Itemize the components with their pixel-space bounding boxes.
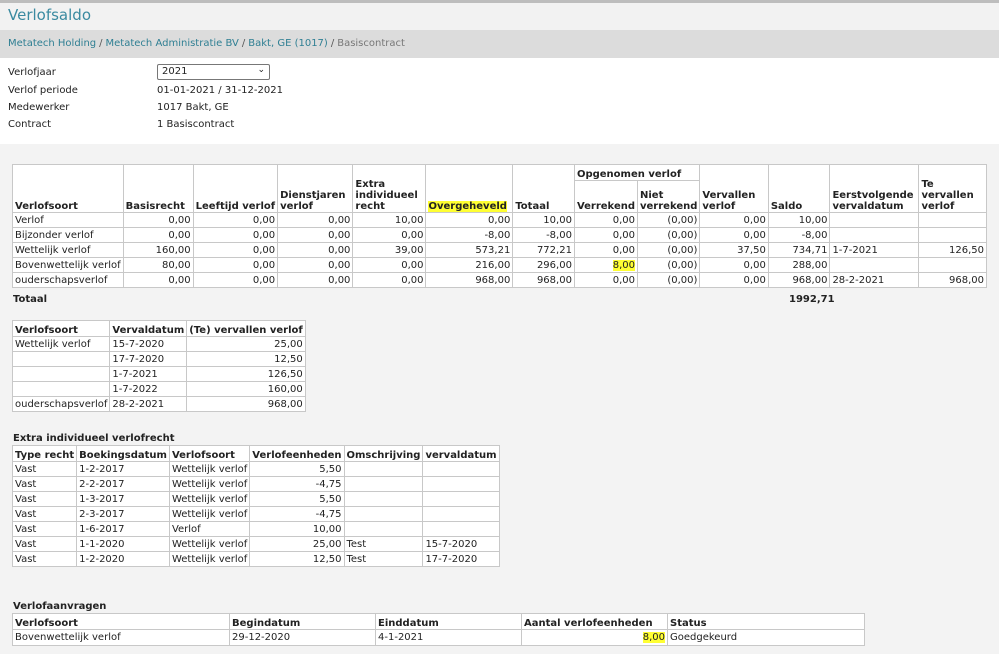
table-row: Wettelijk verlof 15-7-2020 25,00 — [11, 336, 306, 352]
table-row: Bovenwettelijk verlof 80,00 0,00 0,00 0,00 21… — [12, 257, 987, 273]
verlofaanvragen-table: Verlofsoort Begindatum Einddatum Aantal … — [12, 613, 865, 646]
page-title: Verlofsaldo — [8, 6, 91, 24]
table-row: 1-7-2021 126,50 — [11, 366, 306, 382]
table-row[interactable]: Bovenwettelijk verlof 29-12-2020 4-1-202… — [12, 629, 865, 646]
medewerker-value: 1017 Bakt, GE — [157, 102, 229, 113]
table-row: Wettelijk verlof 160,00 0,00 0,00 39,00 573,2… — [12, 242, 987, 258]
table-row: 1-7-2022 160,00 — [11, 381, 306, 397]
vervaldatum-table: Verlofsoort Vervaldatum (Te) vervallen v… — [11, 320, 306, 412]
verlofjaar-selected-value: 2021 — [162, 66, 188, 77]
content-area: Verlofsoort Basisrecht Leeftijd verlof D… — [0, 144, 999, 654]
table-row: Verlof 0,00 0,00 0,00 10,00 0,00 10,00 0,00 (0,0… — [12, 212, 987, 228]
verval-col-vervallen: (Te) vervallen verlof — [186, 320, 306, 337]
table-row: ouderschapsverlof 0,00 0,00 0,00 0,00 968,00 9… — [12, 272, 987, 288]
info-panel: Verlofjaar Verlof periode 01-01-2021 / 3… — [0, 58, 999, 144]
aanvragen-section-title: Verlofaanvragen — [13, 601, 107, 612]
table-row: Bijzonder verlof 0,00 0,00 0,00 0,00 -8,00 -8,… — [12, 227, 987, 243]
col-eerstvolgende: Eerstvolgende vervaldatum — [829, 164, 920, 213]
table-row: 17-7-2020 12,50 — [11, 351, 306, 367]
table-row: Vast 1-1-2020 Wettelijk verlof 25,00 Test 15-… — [11, 536, 500, 552]
table-row: Vast 1-2-2017 Wettelijk verlof 5,50 — [11, 461, 500, 477]
verval-col-vervaldatum: Vervaldatum — [109, 320, 188, 337]
extra-recht-table: Type recht Boekingsdatum Verlofsoort Ver… — [11, 445, 500, 567]
breadcrumb: Metatech Holding / Metatech Administratie … — [8, 38, 405, 49]
table-row: Vast 1-2-2020 Wettelijk verlof 12,50 Test 17-… — [11, 551, 500, 567]
col-basisrecht: Basisrecht — [122, 164, 194, 213]
verval-col-verlofsoort: Verlofsoort — [11, 320, 111, 337]
col-totaal: Totaal — [512, 164, 575, 213]
col-dienstjaren: Dienstjaren verlof — [277, 164, 354, 213]
verlofjaar-label: Verlofjaar — [8, 67, 56, 78]
verlofjaar-select[interactable]: 2021 ⌄ — [157, 64, 270, 80]
col-verlofsoort: Verlofsoort — [12, 164, 124, 213]
aantal-highlight: 8,00 — [642, 632, 665, 643]
breadcrumb-link-administratie[interactable]: Metatech Administratie BV — [105, 38, 239, 49]
medewerker-label: Medewerker — [8, 102, 70, 113]
col-te-vervallen: Te vervallen verlof — [918, 164, 987, 213]
breadcrumb-bar: Metatech Holding / Metatech Administratie … — [0, 30, 999, 58]
contract-label: Contract — [8, 119, 52, 130]
periode-value: 01-01-2021 / 31-12-2021 — [157, 85, 283, 96]
table-row: Vast 2-2-2017 Wettelijk verlof -4,75 — [11, 476, 500, 492]
verrekend-highlight: 8,00 — [612, 259, 635, 271]
col-niet-verrekend: Niet verrekend — [636, 180, 701, 213]
contract-value: 1 Basiscontract — [157, 119, 235, 130]
table-row: Vast 2-3-2017 Wettelijk verlof -4,75 — [11, 506, 500, 522]
title-bar: Verlofsaldo — [0, 0, 999, 32]
col-overgeheveld: Overgeheveld — [425, 164, 514, 213]
col-opgenomen: Opgenomen verlof — [573, 164, 701, 181]
table-row: ouderschapsverlof 28-2-2021 968,00 — [11, 396, 306, 412]
col-verrekend: Verrekend — [573, 180, 639, 213]
breadcrumb-link-employee[interactable]: Bakt, GE (1017) — [248, 38, 328, 49]
breadcrumb-current: Basiscontract — [337, 38, 405, 49]
extra-section-title: Extra individueel verlofrecht — [13, 433, 175, 444]
breadcrumb-link-holding[interactable]: Metatech Holding — [8, 38, 97, 49]
periode-label: Verlof periode — [8, 85, 78, 96]
overgeheveld-highlight: Overgeheveld — [428, 201, 507, 212]
totaal-value: 1992,71 — [789, 294, 835, 305]
status-badge: Goedgekeurd — [667, 629, 865, 646]
table-row: Vast 1-6-2017 Verlof 10,00 — [11, 521, 500, 537]
col-saldo: Saldo — [767, 164, 831, 213]
saldo-table: Verlofsoort Basisrecht Leeftijd verlof D… — [12, 164, 987, 288]
col-leeftijd: Leeftijd verlof — [192, 164, 279, 213]
totaal-label: Totaal — [13, 294, 48, 305]
table-row: Vast 1-3-2017 Wettelijk verlof 5,50 — [11, 491, 500, 507]
col-vervallen: Vervallen verlof — [699, 164, 769, 213]
chevron-down-icon: ⌄ — [257, 65, 265, 75]
col-extra: Extra individueel recht — [352, 164, 427, 213]
